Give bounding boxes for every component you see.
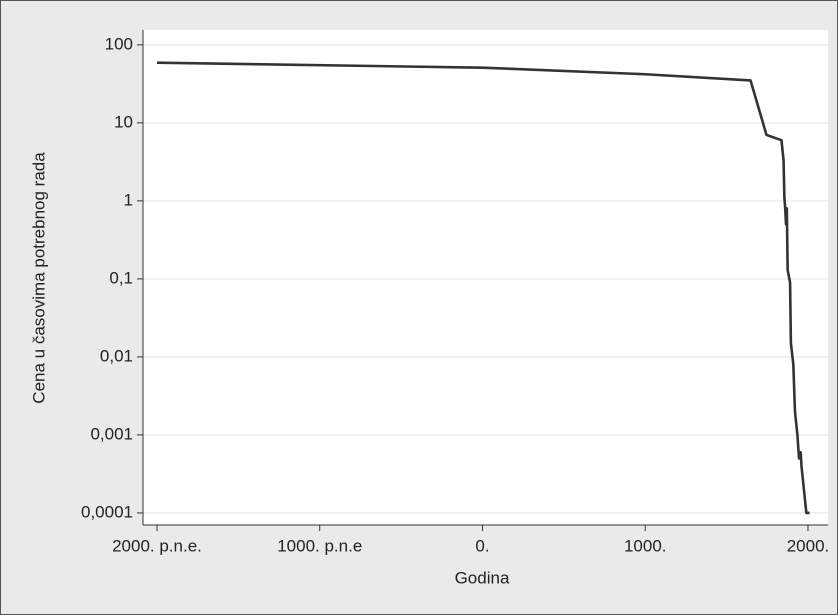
y-tick-label: 0,1 [109, 268, 133, 287]
plot-area [143, 30, 828, 525]
x-tick-label: 2000. [787, 536, 830, 555]
y-tick-label: 1 [124, 190, 133, 209]
y-tick-label: 0,001 [90, 424, 133, 443]
y-tick-label: 10 [114, 112, 133, 131]
x-axis-label: Godina [455, 568, 510, 587]
x-tick-label: 0. [475, 536, 489, 555]
y-tick-label: 100 [105, 34, 133, 53]
x-tick-label: 2000. p.n.e. [112, 536, 202, 555]
x-tick-label: 1000. p.n.e [277, 536, 362, 555]
y-tick-label: 0,01 [100, 346, 133, 365]
y-axis-label: Cena u časovima potrebnog rada [29, 152, 48, 404]
data-line [156, 61, 810, 515]
y-tick-label: 0,0001 [81, 502, 133, 521]
x-tick-label: 1000. [624, 536, 667, 555]
